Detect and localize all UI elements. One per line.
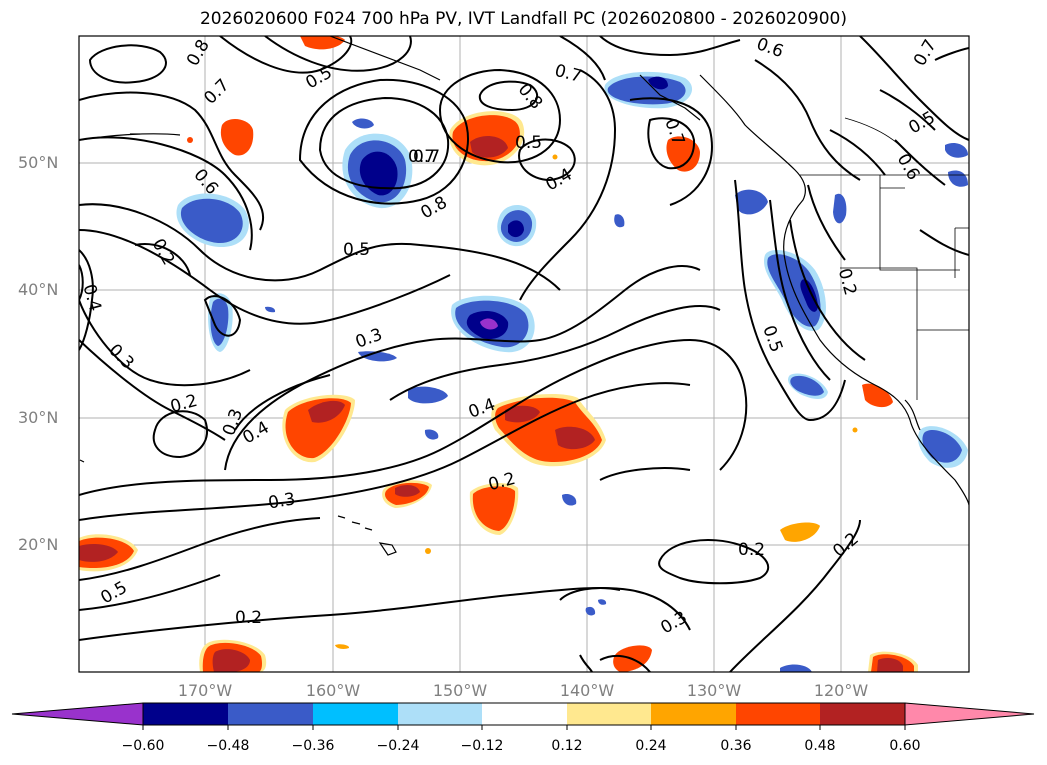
colorbar-segment bbox=[228, 703, 313, 725]
contour-label: 0.5 bbox=[515, 133, 542, 153]
colorbar-segment bbox=[736, 703, 820, 725]
contour-label: 0.7 bbox=[408, 147, 435, 167]
lon-label-130w: 130°W bbox=[686, 681, 742, 700]
contour-label: 0.3 bbox=[353, 325, 385, 353]
contour-label: 0.8 bbox=[514, 80, 547, 114]
colorbar-tick: 0.60 bbox=[889, 738, 921, 754]
colorbar-extend-low bbox=[11, 702, 144, 726]
contour-label: 0.7 bbox=[413, 147, 440, 167]
lon-label-140w: 140°W bbox=[559, 681, 615, 700]
map-plot-area: 0.8 0.7 0.5 0.6 0.7 0.8 0.7 0.5 0.7 0.8 … bbox=[79, 34, 969, 672]
lon-label-170w: 170°W bbox=[177, 681, 233, 700]
lat-label-20n: 20°N bbox=[18, 535, 59, 554]
positive-pv-fill bbox=[79, 36, 918, 672]
colorbar-segment bbox=[143, 703, 228, 725]
colorbar-tick: 0.48 bbox=[804, 738, 836, 754]
colorbar-tick: 0.12 bbox=[551, 738, 583, 754]
contour-label: 0.2 bbox=[834, 266, 860, 297]
contour-label: 0.2 bbox=[235, 608, 262, 628]
colorbar-tick: −0.24 bbox=[376, 738, 420, 754]
lon-label-120w: 120°W bbox=[813, 681, 869, 700]
pv-contours bbox=[79, 36, 969, 672]
colorbar-segment bbox=[313, 703, 398, 725]
colorbar-segment bbox=[398, 703, 482, 725]
contour-label: 0.8 bbox=[417, 193, 450, 224]
colorbar-segment bbox=[567, 703, 651, 725]
contour-label: 0.3 bbox=[657, 608, 690, 639]
colorbar-tick: −0.36 bbox=[291, 738, 335, 754]
contour-label: 0.2 bbox=[738, 540, 765, 560]
contour-label: 0.3 bbox=[267, 489, 297, 513]
map-title: 2026020600 F024 700 hPa PV, IVT Landfall… bbox=[199, 9, 847, 29]
contour-label: 0.7 bbox=[552, 61, 583, 87]
lon-label-160w: 160°W bbox=[305, 681, 361, 700]
contour-label: 0.7 bbox=[910, 36, 941, 69]
contour-label: 0.6 bbox=[754, 34, 786, 62]
colorbar-tick: −0.60 bbox=[121, 738, 165, 754]
colorbar-tick: −0.12 bbox=[460, 738, 504, 754]
colorbar-tick: 0.36 bbox=[720, 738, 752, 754]
negative-pv-fill bbox=[176, 71, 968, 672]
political-borders bbox=[800, 117, 969, 400]
colorbar-segment bbox=[651, 703, 736, 725]
lon-label-150w: 150°W bbox=[432, 681, 488, 700]
colorbar-tick: 0.24 bbox=[635, 738, 667, 754]
colorbar-tick: −0.48 bbox=[206, 738, 250, 754]
contour-label: 0.2 bbox=[829, 529, 863, 562]
colorbar-segment bbox=[482, 703, 567, 725]
contour-label: 0.5 bbox=[343, 240, 370, 260]
lat-label-30n: 30°N bbox=[18, 408, 59, 427]
lat-label-50n: 50°N bbox=[18, 153, 59, 172]
map-frame bbox=[78, 35, 970, 673]
colorbar-segment bbox=[820, 703, 905, 725]
colorbar bbox=[11, 702, 1035, 730]
contour-label: 0.6 bbox=[893, 150, 924, 183]
contour-label: 0.6 bbox=[189, 165, 222, 199]
colorbar-extend-high bbox=[904, 702, 1035, 726]
contour-label: 0.2 bbox=[148, 235, 179, 268]
contour-label: 0.8 bbox=[183, 36, 214, 69]
contour-label: 0.4 bbox=[239, 418, 272, 449]
lat-label-40n: 40°N bbox=[18, 280, 59, 299]
